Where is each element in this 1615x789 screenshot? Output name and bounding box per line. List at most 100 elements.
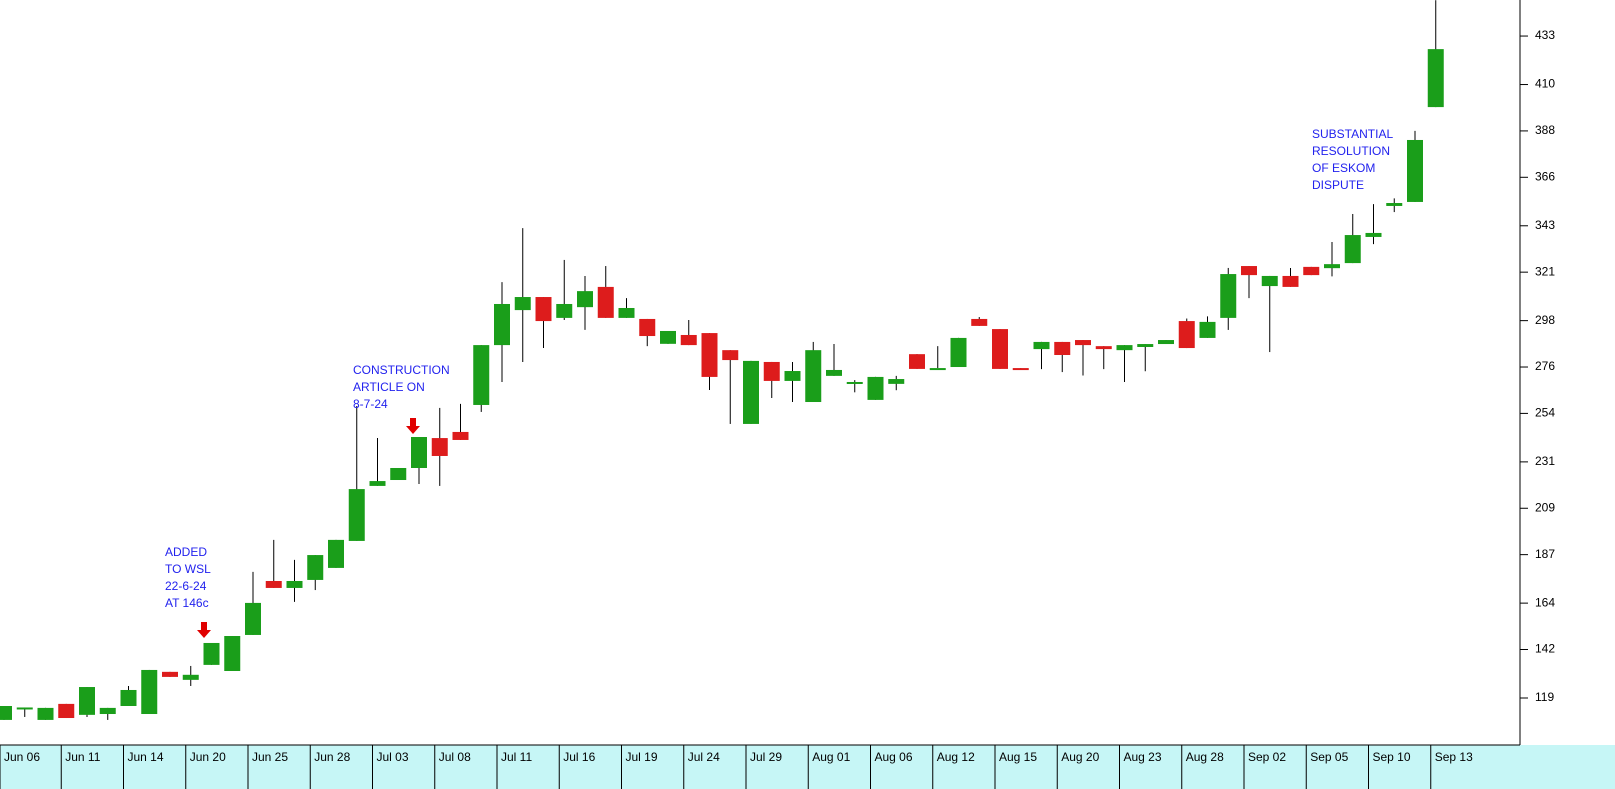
candle-body	[1012, 368, 1029, 371]
y-tick-label: 187	[1535, 547, 1555, 561]
candle-body	[1261, 275, 1278, 287]
candle-body	[929, 368, 946, 371]
y-tick-label: 298	[1535, 313, 1555, 327]
candle-body	[950, 337, 967, 368]
candle-body	[867, 376, 884, 400]
candle-body	[37, 707, 54, 720]
y-tick-label: 343	[1535, 218, 1555, 232]
x-tick-label: Jun 14	[128, 750, 164, 764]
candle-body	[348, 489, 365, 541]
x-tick-label: Jul 24	[688, 750, 720, 764]
candle-body	[16, 707, 33, 710]
candle-body	[639, 318, 656, 337]
candle-body	[1199, 321, 1216, 338]
candle-body	[473, 345, 490, 405]
candle-body	[1365, 232, 1382, 237]
candle-body	[577, 291, 593, 308]
x-tick-label: Jul 29	[750, 750, 782, 764]
candle-body	[660, 330, 676, 344]
x-axis-band	[0, 745, 1615, 789]
x-tick-label: Aug 12	[937, 750, 975, 764]
x-tick-label: Jul 11	[501, 750, 532, 764]
candle-body	[1241, 266, 1257, 276]
y-tick-label: 410	[1535, 77, 1555, 91]
x-tick-label: Aug 23	[1124, 750, 1162, 764]
annotation: CONSTRUCTION	[353, 363, 450, 377]
annotation: 22-6-24	[165, 579, 207, 593]
x-tick-label: Jun 25	[252, 750, 288, 764]
x-tick-label: Jul 08	[439, 750, 471, 764]
candle-body	[514, 297, 531, 311]
candle-body	[846, 381, 863, 384]
candle-body	[888, 379, 905, 384]
candle-body	[431, 438, 448, 456]
y-tick-label: 366	[1535, 169, 1555, 183]
candle-body	[452, 431, 469, 440]
candle-body	[826, 369, 842, 376]
candle-body	[1407, 139, 1423, 202]
candle-body	[1158, 340, 1174, 345]
x-tick-label: Sep 05	[1310, 750, 1348, 764]
candle-body	[701, 333, 718, 377]
annotation: RESOLUTION	[1312, 144, 1390, 158]
candle-body	[120, 689, 137, 707]
x-tick-label: Sep 10	[1373, 750, 1411, 764]
y-tick-label: 142	[1535, 642, 1555, 656]
candle-body	[1075, 340, 1091, 346]
annotation: SUBSTANTIAL	[1312, 127, 1393, 141]
x-tick-label: Jul 16	[563, 750, 595, 764]
candle-body	[286, 580, 303, 588]
candle-body	[162, 671, 178, 677]
candle-body	[1427, 49, 1444, 108]
candle-body	[411, 437, 427, 468]
x-tick-label: Sep 02	[1248, 750, 1286, 764]
candle-body	[1095, 346, 1112, 350]
y-tick-label: 231	[1535, 454, 1555, 468]
candle-body	[1054, 341, 1071, 356]
x-tick-label: Jun 20	[190, 750, 226, 764]
candle-body	[182, 674, 199, 680]
candle-body	[784, 371, 801, 381]
y-tick-label: 254	[1535, 406, 1555, 420]
annotation: ARTICLE ON	[353, 380, 425, 394]
annotation: ADDED	[165, 545, 207, 559]
x-tick-label: Jul 03	[377, 750, 409, 764]
x-tick-label: Jul 19	[626, 750, 658, 764]
candle-body	[743, 360, 759, 424]
annotation: TO WSL	[165, 562, 211, 576]
candle-body	[597, 286, 614, 318]
annotation: OF ESKOM	[1312, 161, 1375, 175]
candle-body	[494, 303, 510, 346]
x-tick-label: Aug 06	[875, 750, 913, 764]
candle-body	[1220, 274, 1237, 318]
candle-body	[1137, 344, 1154, 347]
candle-body	[245, 602, 261, 635]
candle-body	[763, 361, 780, 381]
annotation: 8-7-24	[353, 397, 388, 411]
annotation: DISPUTE	[1312, 178, 1364, 192]
y-tick-label: 321	[1535, 264, 1555, 278]
y-tick-label: 119	[1535, 690, 1554, 704]
y-tick-label: 388	[1535, 123, 1555, 137]
candle-body	[224, 636, 241, 672]
candle-body	[141, 669, 158, 715]
candle-body	[1178, 321, 1195, 349]
candle-body	[805, 350, 822, 403]
candle-body	[992, 329, 1008, 369]
arrow	[197, 622, 211, 638]
arrow	[406, 418, 420, 434]
x-tick-label: Aug 28	[1186, 750, 1224, 764]
candle-body	[1033, 341, 1050, 350]
x-tick-label: Aug 01	[812, 750, 850, 764]
candle-body	[1303, 266, 1320, 276]
candle-body	[99, 707, 116, 715]
x-tick-label: Aug 15	[999, 750, 1037, 764]
x-tick-label: Jun 06	[4, 750, 40, 764]
y-tick-label: 164	[1535, 595, 1555, 609]
candle-body	[79, 687, 95, 715]
candle-body	[556, 303, 573, 318]
candle-body	[1116, 345, 1133, 351]
candle-body	[1344, 235, 1361, 264]
candle-body	[971, 318, 988, 326]
candle-body	[265, 580, 282, 588]
